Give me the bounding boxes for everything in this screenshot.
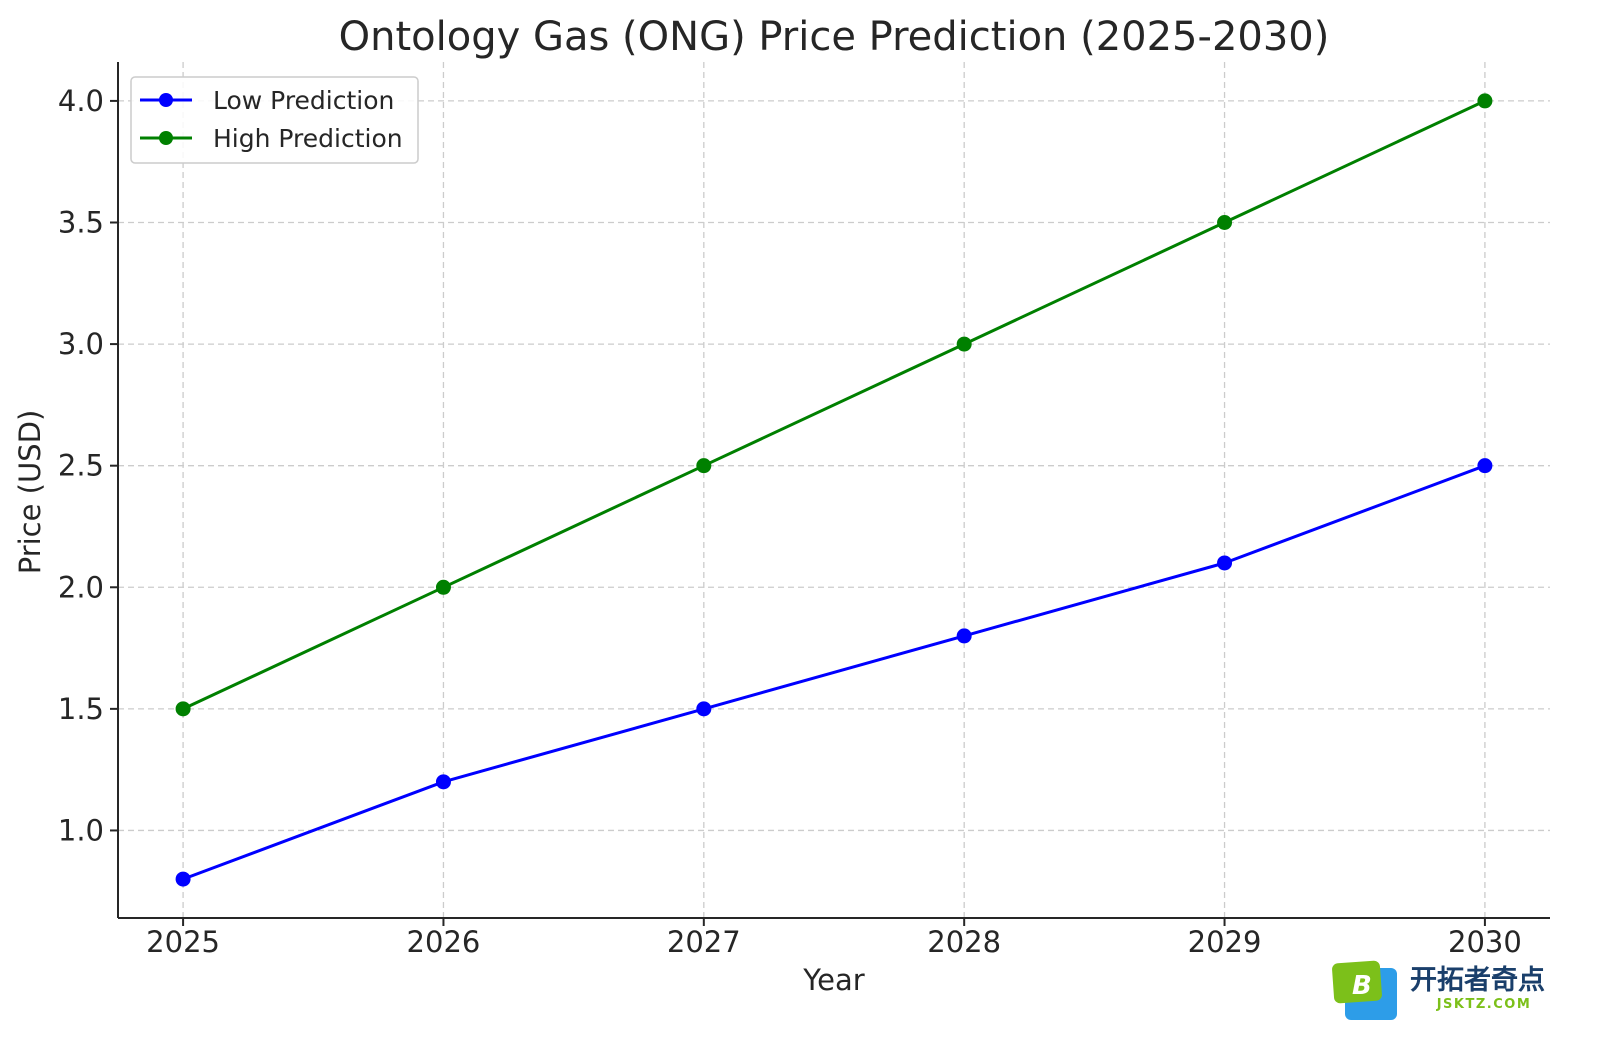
- y-tick-label: 1.5: [58, 692, 104, 726]
- series-line-high-prediction: [182, 99, 1486, 711]
- y-axis-ticks: 1.0 1.5 2.0 2.5 3.0 3.5 4.0: [58, 84, 118, 847]
- legend-label-high: High Prediction: [213, 124, 403, 153]
- legend-label-low: Low Prediction: [213, 86, 394, 115]
- data-point-low-prediction: [1217, 555, 1233, 571]
- data-point-high-prediction: [1477, 93, 1493, 109]
- y-tick-label: 3.5: [58, 206, 104, 240]
- series-line-low-prediction: [182, 464, 1486, 881]
- y-gridlines: [118, 100, 1550, 832]
- y-tick-label: 2.5: [58, 449, 104, 483]
- y-tick-label: 1.0: [58, 813, 104, 847]
- data-point-high-prediction: [435, 579, 451, 595]
- x-tick-label: 2026: [407, 925, 481, 959]
- data-point-low-prediction: [956, 628, 972, 644]
- x-tick-label: 2028: [927, 925, 1001, 959]
- legend-frame: [130, 76, 419, 164]
- legend: Low Prediction High Prediction: [130, 76, 419, 164]
- series-layer: [175, 93, 1493, 887]
- data-point-low-prediction: [435, 774, 451, 790]
- x-tick-label: 2030: [1448, 925, 1522, 959]
- data-point-high-prediction: [1217, 215, 1233, 230]
- data-point-high-prediction: [956, 336, 972, 352]
- data-point-low-prediction: [175, 871, 191, 887]
- x-tick-label: 2027: [667, 925, 741, 959]
- x-axis-ticks: 2025 2026 2027 2028 2029 2030: [146, 918, 1522, 959]
- data-point-high-prediction: [696, 458, 712, 474]
- watermark: B 开拓者奇点 JSKTZ.COM: [1332, 960, 1545, 1020]
- x-tick-label: 2025: [146, 925, 220, 959]
- watermark-logo-front: [1332, 960, 1382, 1004]
- watermark-domain-text: JSKTZ.COM: [1436, 997, 1532, 1012]
- y-axis-label: Price (USD): [13, 410, 47, 575]
- legend-marker-low: [159, 93, 173, 107]
- legend-marker-high: [159, 131, 173, 145]
- y-tick-label: 3.0: [58, 327, 104, 361]
- x-tick-label: 2029: [1188, 925, 1262, 959]
- y-tick-label: 2.0: [58, 570, 104, 604]
- y-tick-label: 4.0: [58, 84, 104, 118]
- data-point-high-prediction: [175, 701, 191, 717]
- x-axis-label: Year: [802, 963, 864, 997]
- data-point-low-prediction: [696, 701, 712, 717]
- watermark-logo-letter: B: [1352, 971, 1372, 1001]
- chart-title: Ontology Gas (ONG) Price Prediction (202…: [339, 14, 1330, 60]
- watermark-brand-text: 开拓者奇点: [1410, 965, 1545, 996]
- data-point-low-prediction: [1477, 458, 1493, 474]
